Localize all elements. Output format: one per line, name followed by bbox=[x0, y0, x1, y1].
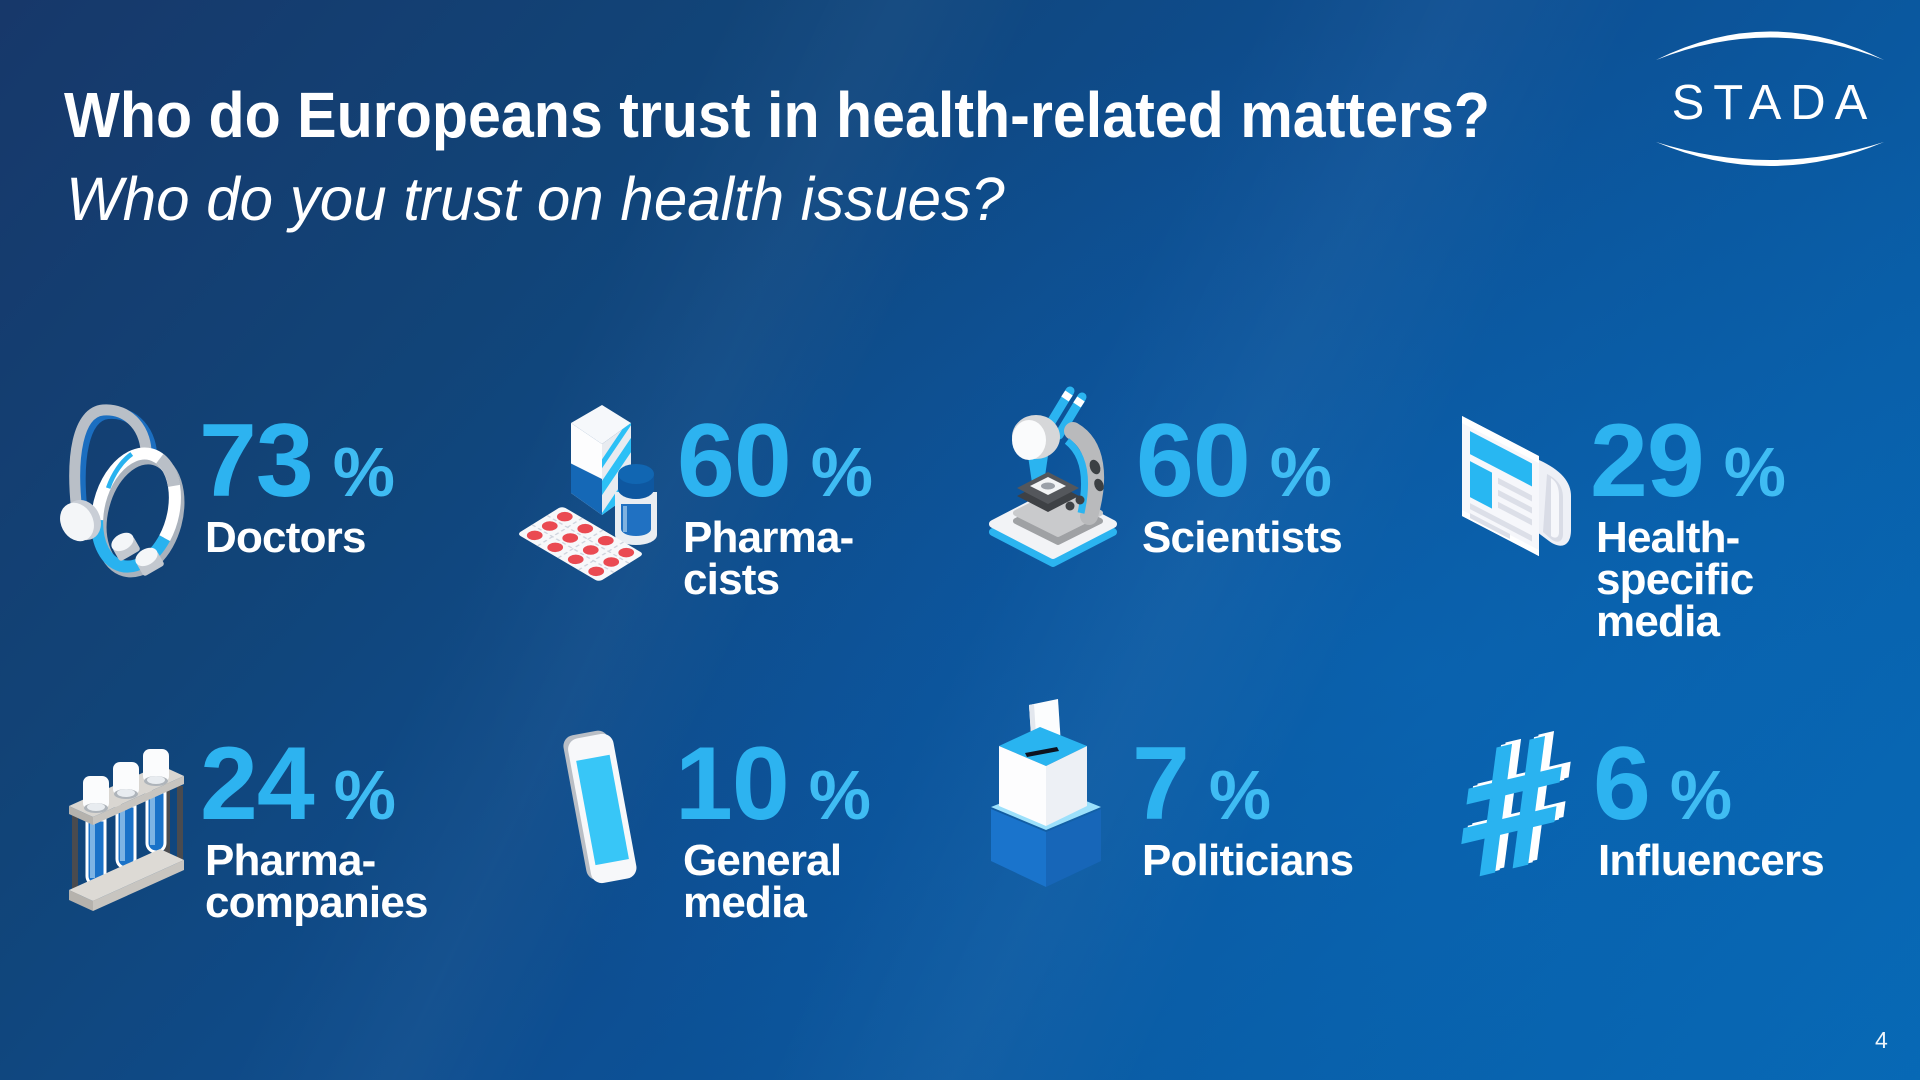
svg-text:STADA: STADA bbox=[1672, 76, 1877, 130]
